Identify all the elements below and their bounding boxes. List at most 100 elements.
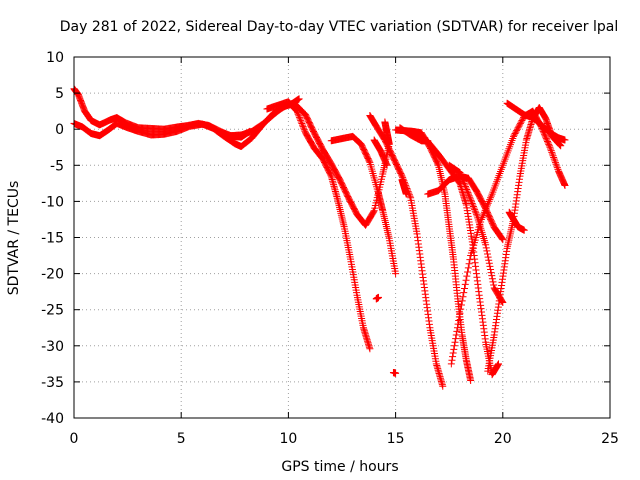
series-arc-16 <box>505 208 528 234</box>
data-point <box>462 184 470 192</box>
chart-title: Day 281 of 2022, Sidereal Day-to-day VTE… <box>60 19 618 35</box>
data-point <box>458 173 466 181</box>
series-arc-13 <box>445 161 507 306</box>
data-point <box>457 305 465 313</box>
series-arc-5 <box>327 132 400 278</box>
data-point <box>547 147 555 155</box>
data-point <box>487 269 495 277</box>
data-point <box>397 171 405 179</box>
data-point <box>553 162 561 170</box>
data-point <box>545 140 553 148</box>
data-point <box>300 126 308 134</box>
data-point <box>449 349 457 357</box>
data-point <box>512 128 520 136</box>
x-axis-label: GPS time / hours <box>281 459 398 475</box>
data-point <box>462 276 470 284</box>
data-point <box>561 136 569 144</box>
data-point <box>295 112 303 120</box>
y-tick-label: -5 <box>50 158 64 174</box>
data-point <box>487 265 495 273</box>
data-point <box>540 130 548 138</box>
series-arc-20 <box>389 369 400 377</box>
data-point <box>457 172 465 180</box>
data-point <box>542 135 550 143</box>
series-arc-11 <box>484 104 565 375</box>
data-point <box>448 356 456 364</box>
data-point <box>297 118 305 126</box>
data-point <box>471 206 479 214</box>
data-point <box>465 192 473 200</box>
data-point <box>327 171 335 179</box>
data-point <box>544 139 552 147</box>
data-point <box>458 297 466 305</box>
data-point <box>469 203 477 211</box>
data-point <box>545 142 553 150</box>
data-point <box>456 309 464 317</box>
data-point <box>406 192 414 200</box>
data-point <box>515 122 523 130</box>
data-point <box>300 124 308 132</box>
series-arc-17 <box>370 136 391 169</box>
data-point <box>461 280 469 288</box>
x-tick-label: 0 <box>70 431 79 447</box>
data-point <box>464 189 472 197</box>
data-point <box>487 194 495 202</box>
y-axis-label: SDTVAR / TECUs <box>6 181 22 296</box>
data-point <box>466 193 474 201</box>
data-point <box>424 137 432 145</box>
data-point <box>463 186 471 194</box>
data-point <box>434 160 442 168</box>
data-point <box>498 297 506 305</box>
data-point <box>470 204 478 212</box>
series-arc-4 <box>263 98 374 353</box>
data-point <box>464 264 472 272</box>
series-arc-15 <box>381 118 393 148</box>
y-tick-label: -20 <box>41 267 64 283</box>
data-point <box>518 117 526 125</box>
data-point <box>365 157 373 165</box>
data-point <box>517 118 525 126</box>
data-point <box>449 353 457 361</box>
data-point <box>467 196 475 204</box>
data-point <box>482 241 490 249</box>
data-point <box>486 196 494 204</box>
data-point <box>405 191 413 199</box>
data-point <box>463 187 471 195</box>
data-point <box>549 152 557 160</box>
data-point <box>547 145 555 153</box>
data-point <box>510 132 518 140</box>
data-point <box>484 199 492 207</box>
data-point <box>402 190 410 198</box>
data-point <box>456 169 464 177</box>
x-tick-label: 10 <box>279 431 297 447</box>
axis-ticks: 0 5 10 15 20 25 -40 -35 -30 -25 -20 -15 -10 -5 0 5 10 <box>41 50 619 447</box>
data-point <box>450 342 458 350</box>
series-arc-14 <box>396 124 432 145</box>
data-point <box>516 121 524 129</box>
data-point <box>374 293 382 301</box>
data-point <box>294 109 302 117</box>
data-point <box>499 298 507 306</box>
data-point <box>548 148 556 156</box>
data-point <box>458 175 466 183</box>
data-point <box>516 119 524 127</box>
data-point <box>460 178 468 186</box>
x-tick-label: 20 <box>494 431 512 447</box>
data-point <box>295 95 303 103</box>
data-point <box>513 125 521 133</box>
data-point <box>553 164 561 172</box>
data-point <box>453 324 461 332</box>
data-point <box>556 141 564 149</box>
data-point <box>485 259 493 267</box>
data-point <box>453 327 461 335</box>
data-point <box>548 150 556 158</box>
data-point <box>299 123 307 131</box>
data-point <box>482 244 490 252</box>
data-point <box>472 209 480 217</box>
data-point <box>466 256 474 264</box>
y-tick-label: -25 <box>41 303 64 319</box>
data-point <box>370 208 378 216</box>
data-point <box>467 376 475 384</box>
series-arc-12 <box>503 99 569 144</box>
data-point <box>514 124 522 132</box>
